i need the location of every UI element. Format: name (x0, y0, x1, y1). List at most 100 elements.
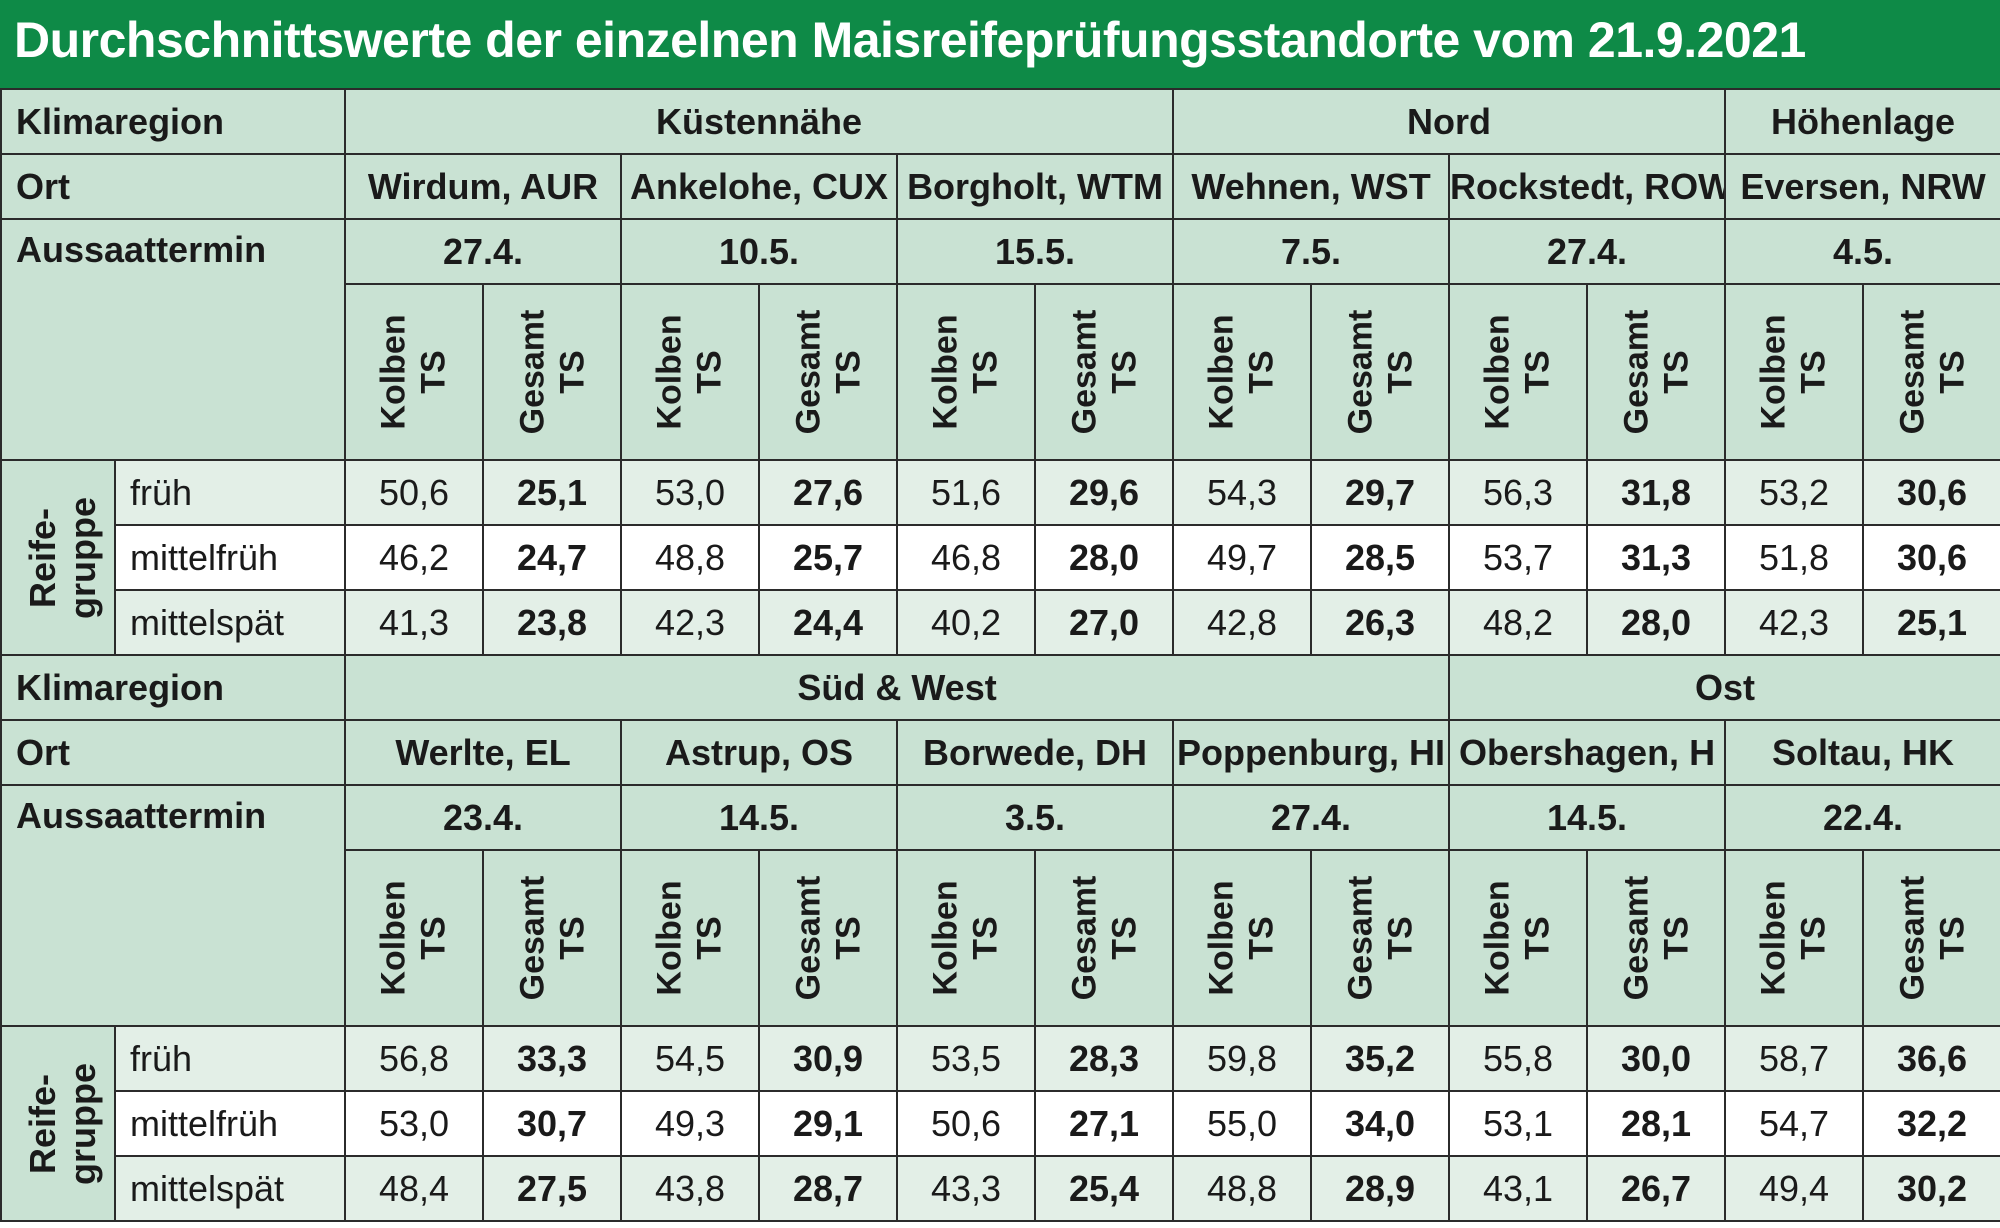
table-row: mittelspät 48,4 27,5 43,8 28,7 43,3 25,4 48,8 28… (1, 1155, 2000, 1222)
klimaregion-row: Klimaregion Küstennähe Nord Höhenlage (0, 88, 2000, 155)
gesamt-header-line1: Gesamt (1065, 309, 1104, 435)
gesamt-ts-value: 36,6 (1862, 1025, 2000, 1092)
ort-row: Ort Wirdum, AUR Ankelohe, CUX Borgholt, WTM… (0, 153, 2000, 220)
kolben-ts-header: Kolben TS (1448, 283, 1589, 461)
kolben-header-line2: TS (415, 350, 454, 394)
region-name: Süd & West (344, 654, 1451, 721)
kolben-ts-value: 56,3 (1448, 459, 1589, 526)
reife-line2: gruppe (62, 1062, 103, 1185)
sowing-date: 10.5. (620, 218, 899, 285)
gesamt-header-line1: Gesamt (1893, 309, 1932, 435)
kolben-ts-value: 46,8 (896, 524, 1037, 591)
gesamt-header-line1: Gesamt (1893, 875, 1932, 1001)
kolben-header-line1: Kolben (927, 314, 966, 430)
kolben-ts-value: 54,7 (1724, 1090, 1865, 1157)
region-name: Küstennähe (344, 88, 1175, 155)
kolben-header-line1: Kolben (651, 880, 690, 996)
sowing-date: 3.5. (896, 784, 1175, 851)
kolben-ts-value: 43,8 (620, 1155, 761, 1222)
kolben-header-line2: TS (967, 350, 1006, 394)
kolben-ts-header: Kolben TS (620, 849, 761, 1027)
site-name: Borgholt, WTM (896, 153, 1175, 220)
klimaregion-row: Klimaregion Süd & West Ost (0, 654, 2000, 721)
kolben-ts-value: 59,8 (1172, 1025, 1313, 1092)
gesamt-ts-value: 25,1 (482, 459, 623, 526)
gesamt-ts-value: 26,7 (1586, 1155, 1727, 1222)
gesamt-header-line1: Gesamt (1341, 309, 1380, 435)
gesamt-header-line1: Gesamt (513, 309, 552, 435)
gesamt-header-line1: Gesamt (1617, 875, 1656, 1001)
reifegruppe-label: Reife-gruppe (0, 1025, 116, 1222)
table-row: Reife-gruppe früh 50,6 25,1 53,0 27,6 51,6 29,6… (0, 459, 2000, 656)
kolben-header-line1: Kolben (927, 880, 966, 996)
maturity-group-name: früh (113, 459, 347, 526)
maturity-group-name: mittelfrüh (113, 524, 347, 591)
gesamt-header-line1: Gesamt (789, 309, 828, 435)
kolben-ts-value: 56,8 (344, 1025, 485, 1092)
gesamt-ts-value: 30,0 (1586, 1025, 1727, 1092)
kolben-ts-value: 42,3 (1724, 589, 1865, 656)
gesamt-header-line2: TS (1657, 350, 1696, 394)
maturity-group-name: mittelspät (113, 589, 347, 656)
kolben-header-line1: Kolben (1203, 314, 1242, 430)
gesamt-ts-value: 25,4 (1034, 1155, 1175, 1222)
kolben-ts-value: 55,8 (1448, 1025, 1589, 1092)
reifegruppe-label: Reife-gruppe (0, 459, 116, 656)
kolben-ts-value: 40,2 (896, 589, 1037, 656)
gesamt-header-line2: TS (1105, 350, 1144, 394)
gesamt-ts-header: Gesamt TS (1034, 283, 1175, 461)
kolben-header-line2: TS (967, 916, 1006, 960)
gesamt-ts-value: 29,6 (1034, 459, 1175, 526)
kolben-ts-value: 43,1 (1448, 1155, 1589, 1222)
gesamt-header-line2: TS (1381, 916, 1420, 960)
reife-line1: Reife- (22, 507, 63, 608)
kolben-ts-value: 48,2 (1448, 589, 1589, 656)
gesamt-ts-header: Gesamt TS (482, 849, 623, 1027)
gesamt-header-line2: TS (829, 916, 868, 960)
kolben-header-line2: TS (1795, 916, 1834, 960)
sowing-date: 14.5. (620, 784, 899, 851)
gesamt-ts-value: 27,6 (758, 459, 899, 526)
gesamt-header-line2: TS (553, 350, 592, 394)
kolben-ts-value: 50,6 (344, 459, 485, 526)
sowing-date: 14.5. (1448, 784, 1727, 851)
kolben-ts-header: Kolben TS (1172, 849, 1313, 1027)
gesamt-header-line2: TS (1657, 916, 1696, 960)
aussaattermin-text: Aussaattermin (16, 229, 267, 270)
gesamt-header-line1: Gesamt (1617, 309, 1656, 435)
measure-header-row: Kolben TS Gesamt TS Kolben TS Gesamt TS Kolben TS… (1, 283, 2000, 461)
sowing-date: 7.5. (1172, 218, 1451, 285)
kolben-ts-header: Kolben TS (1724, 283, 1865, 461)
kolben-ts-value: 53,0 (620, 459, 761, 526)
gesamt-ts-header: Gesamt TS (1310, 849, 1451, 1027)
kolben-header-line1: Kolben (1479, 880, 1518, 996)
sowing-date: 15.5. (896, 218, 1175, 285)
maturity-group-name: mittelspät (113, 1155, 347, 1222)
kolben-ts-value: 49,3 (620, 1090, 761, 1157)
kolben-ts-value: 55,0 (1172, 1090, 1313, 1157)
region-name: Nord (1172, 88, 1727, 155)
gesamt-ts-value: 30,9 (758, 1025, 899, 1092)
klimaregion-label: Klimaregion (0, 654, 347, 721)
kolben-ts-value: 42,3 (620, 589, 761, 656)
gesamt-ts-value: 29,7 (1310, 459, 1451, 526)
table-row: Reife-gruppe früh 56,8 33,3 54,5 30,9 53,5 28,3… (0, 1025, 2000, 1222)
gesamt-ts-header: Gesamt TS (758, 849, 899, 1027)
site-name: Poppenburg, HI (1172, 719, 1451, 786)
gesamt-header-line1: Gesamt (789, 875, 828, 1001)
gesamt-ts-value: 27,0 (1034, 589, 1175, 656)
gesamt-ts-value: 27,5 (482, 1155, 623, 1222)
gesamt-header-line2: TS (1933, 350, 1972, 394)
site-name: Werlte, EL (344, 719, 623, 786)
kolben-ts-header: Kolben TS (344, 849, 485, 1027)
kolben-ts-value: 58,7 (1724, 1025, 1865, 1092)
aussaat-row: Aussaattermin 27.4. 10.5. 15.5. 7.5. 27.4. 4.5… (0, 218, 2000, 461)
gesamt-ts-value: 24,7 (482, 524, 623, 591)
maturity-group-name: früh (113, 1025, 347, 1092)
gesamt-ts-value: 28,0 (1586, 589, 1727, 656)
gesamt-ts-value: 28,7 (758, 1155, 899, 1222)
gesamt-ts-header: Gesamt TS (1862, 849, 2000, 1027)
gesamt-header-line1: Gesamt (1341, 875, 1380, 1001)
kolben-ts-value: 50,6 (896, 1090, 1037, 1157)
gesamt-ts-value: 23,8 (482, 589, 623, 656)
